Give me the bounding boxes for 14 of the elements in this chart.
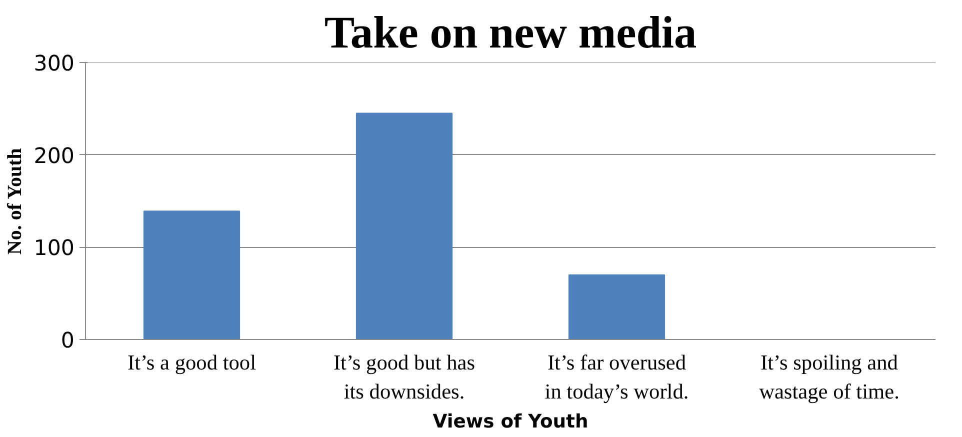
x-tick-label: It’s a good tool	[127, 350, 256, 374]
y-tick-label: 100	[34, 236, 75, 262]
y-tick-label: 200	[34, 144, 75, 169]
y-axis-title: No. of Youth	[4, 148, 26, 255]
bar	[356, 112, 453, 340]
x-tick-label: It’s good but has its downsides.	[333, 350, 476, 404]
x-axis-title: Views of Youth	[432, 411, 588, 432]
x-tick-label: It’s spoiling and wastage of time.	[759, 350, 900, 404]
bar	[143, 210, 240, 340]
y-tick-label: 0	[60, 328, 75, 354]
bar	[568, 274, 666, 340]
x-tick-label: It’s far overused in today’s world.	[544, 350, 689, 404]
chart-title: Take on new media	[324, 8, 697, 58]
y-tick-label: 300	[34, 52, 75, 76]
